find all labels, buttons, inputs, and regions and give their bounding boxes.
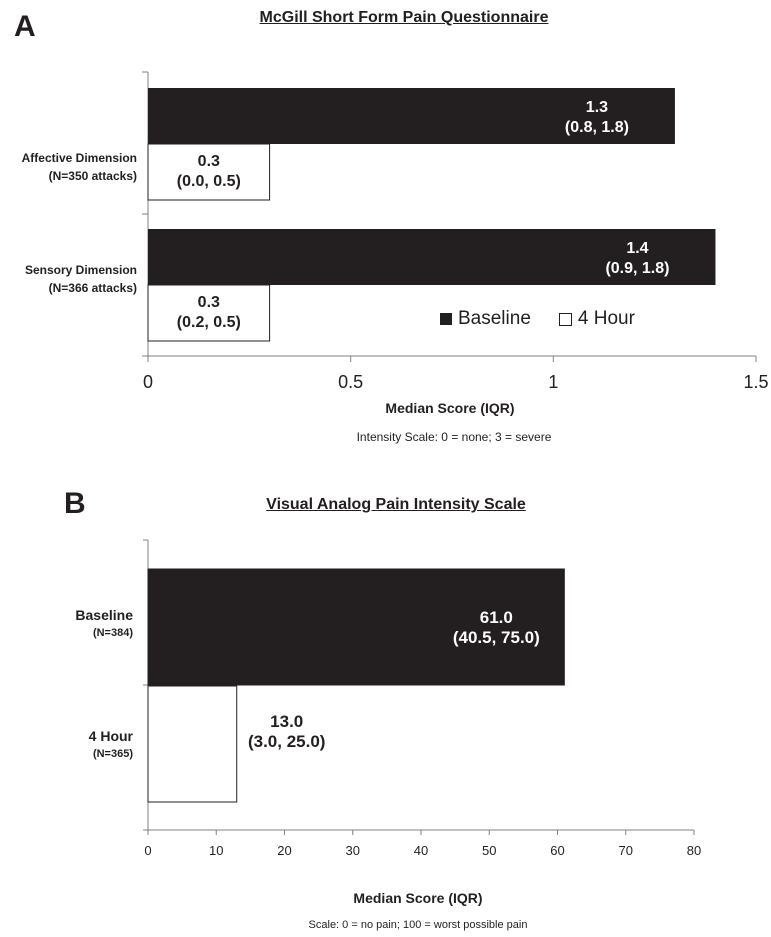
data-label-baseline-value: 61.0 bbox=[480, 608, 513, 627]
data-label-baseline-value: 1.3 bbox=[586, 99, 608, 116]
panel-b-category-label-baseline: Baseline (N=384) bbox=[75, 606, 133, 642]
panel-b-title: Visual Analog Pain Intensity Scale bbox=[266, 496, 526, 513]
panel-b-xlabel: Median Score (IQR) bbox=[353, 890, 483, 906]
data-label-baseline-iqr: (0.8, 1.8) bbox=[565, 119, 629, 136]
x-tick-label: 20 bbox=[277, 843, 291, 858]
panel-a-category-label-affective: Affective Dimension (N=350 attacks) bbox=[22, 149, 137, 185]
x-tick-label: 0 bbox=[143, 372, 153, 392]
data-label-4-hour-value: 0.3 bbox=[198, 294, 220, 311]
category-name: Sensory Dimension bbox=[24, 263, 137, 277]
x-tick-label: 1.5 bbox=[743, 372, 768, 392]
panel-a-category-label-sensory: Sensory Dimension (N=366 attacks) bbox=[25, 261, 137, 297]
x-tick-label: 1 bbox=[548, 372, 558, 392]
category-count: (N=365) bbox=[92, 748, 133, 760]
panel-b-scale-note: Scale: 0 = no pain; 100 = worst possible… bbox=[308, 919, 528, 931]
category-count: (N=350 attacks) bbox=[48, 169, 137, 183]
data-label-baseline-value: 1.4 bbox=[626, 240, 648, 257]
category-name: Affective Dimension bbox=[21, 151, 137, 165]
x-tick-label: 60 bbox=[550, 843, 564, 858]
data-label-baseline-iqr: (40.5, 75.0) bbox=[453, 628, 540, 647]
data-label-4-hour-iqr: (3.0, 25.0) bbox=[248, 732, 326, 751]
bar-baseline bbox=[148, 88, 675, 144]
x-tick-label: 0 bbox=[144, 843, 151, 858]
panel-a-letter: A bbox=[14, 10, 36, 43]
legend-label-4-hour: 4 Hour bbox=[577, 308, 635, 329]
panel-b-category-label-4-hour: 4 Hour (N=365) bbox=[89, 727, 133, 763]
x-tick-label: 80 bbox=[687, 843, 701, 858]
x-tick-label: 40 bbox=[414, 843, 428, 858]
panel-b-letter: B bbox=[64, 487, 86, 520]
bar-baseline bbox=[147, 568, 565, 686]
legend-item-baseline: Baseline bbox=[440, 308, 531, 330]
legend-item-4-hour: 4 Hour bbox=[558, 308, 635, 330]
legend-swatch-baseline bbox=[440, 313, 452, 325]
x-tick-label: 0.5 bbox=[338, 372, 363, 392]
bar-baseline bbox=[148, 229, 716, 285]
x-tick-label: 70 bbox=[619, 843, 633, 858]
data-label-4-hour-iqr: (0.2, 0.5) bbox=[177, 314, 241, 331]
data-label-4-hour-value: 0.3 bbox=[198, 153, 220, 170]
legend-swatch-4-hour bbox=[558, 312, 572, 326]
panel-a-scale-note: Intensity Scale: 0 = none; 3 = severe bbox=[356, 430, 552, 444]
data-label-4-hour-iqr: (0.0, 0.5) bbox=[177, 173, 241, 190]
x-tick-label: 50 bbox=[482, 843, 496, 858]
panel-a-xlabel: Median Score (IQR) bbox=[385, 400, 515, 416]
bar-4-hour bbox=[147, 143, 271, 201]
x-tick-label: 10 bbox=[209, 843, 223, 858]
bar-4-hour bbox=[147, 284, 271, 342]
legend-label-baseline: Baseline bbox=[458, 308, 531, 329]
x-tick-label: 30 bbox=[346, 843, 360, 858]
bar-4-hour bbox=[147, 685, 238, 803]
data-label-4-hour-value: 13.0 bbox=[270, 712, 303, 731]
category-name: Baseline bbox=[75, 607, 133, 623]
category-count: (N=384) bbox=[92, 627, 133, 639]
panel-a-legend: Baseline 4 Hour bbox=[440, 308, 663, 330]
category-count: (N=366 attacks) bbox=[48, 281, 137, 295]
panel-a-title: McGill Short Form Pain Questionnaire bbox=[259, 9, 549, 26]
category-name: 4 Hour bbox=[88, 728, 133, 744]
data-label-baseline-iqr: (0.9, 1.8) bbox=[605, 260, 669, 277]
